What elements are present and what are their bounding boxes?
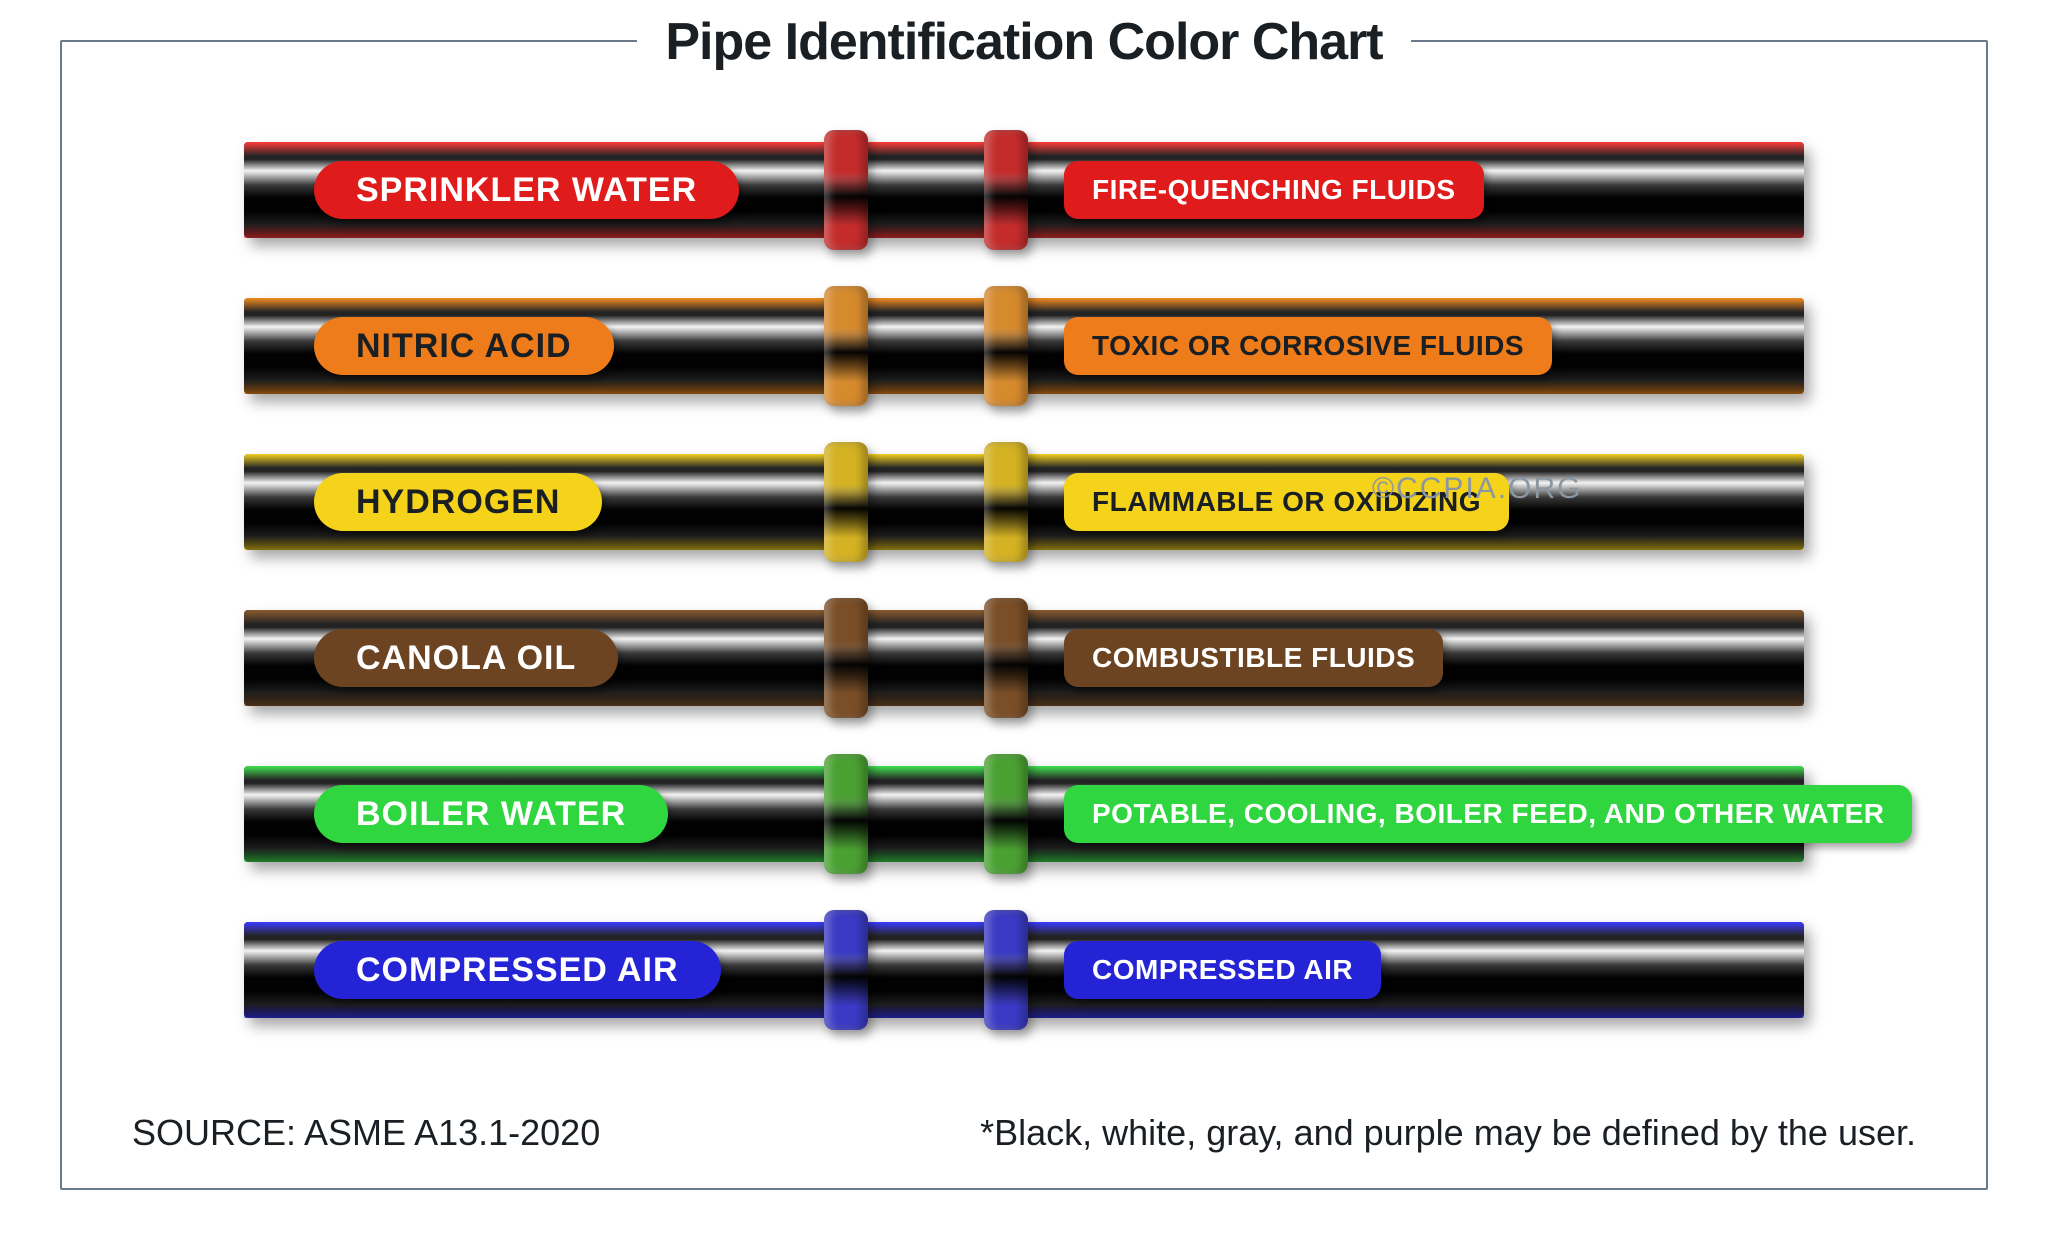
pipe-row: BOILER WATERPOTABLE, COOLING, BOILER FEE… [244,766,1804,862]
pipe-band [984,286,1028,406]
pipe-band [824,598,868,718]
title-wrap: Pipe Identification Color Chart [62,12,1986,72]
pipe-band [824,286,868,406]
pipe: CANOLA OIL COMBUSTIBLE FLUIDS [244,610,1804,706]
chart-frame: Pipe Identification Color Chart SPRINKLE… [60,40,1988,1190]
pipe-row: CANOLA OIL COMBUSTIBLE FLUIDS [244,610,1804,706]
pipe-example-label: COMPRESSED AIR [314,941,721,999]
pipe-row: COMPRESSED AIR COMPRESSED AIR [244,922,1804,1018]
pipe-example-label: SPRINKLER WATER [314,161,739,219]
pipe: COMPRESSED AIR COMPRESSED AIR [244,922,1804,1018]
pipe-category-label: FIRE-QUENCHING FLUIDS [1064,161,1484,219]
footer: SOURCE: ASME A13.1-2020 *Black, white, g… [132,1112,1916,1154]
pipe: BOILER WATERPOTABLE, COOLING, BOILER FEE… [244,766,1804,862]
pipe-row: NITRIC ACID TOXIC OR CORROSIVE FLUIDS [244,298,1804,394]
pipe-example-label: NITRIC ACID [314,317,614,375]
pipe-category-label: POTABLE, COOLING, BOILER FEED, AND OTHER… [1064,785,1912,843]
pipe-band [984,598,1028,718]
pipe-category-label: TOXIC OR CORROSIVE FLUIDS [1064,317,1552,375]
pipe-band [824,754,868,874]
pipe-band [824,442,868,562]
pipe-example-label: HYDROGEN [314,473,602,531]
pipe: SPRINKLER WATER FIRE-QUENCHING FLUIDS [244,142,1804,238]
pipe-band [984,130,1028,250]
pipe-band [824,910,868,1030]
chart-title: Pipe Identification Color Chart [637,12,1410,72]
pipe-category-label: COMPRESSED AIR [1064,941,1381,999]
pipes-container: SPRINKLER WATER FIRE-QUENCHING FLUIDS NITR… [244,142,1804,1018]
source-label: SOURCE: ASME A13.1-2020 [132,1112,600,1154]
pipe: NITRIC ACID TOXIC OR CORROSIVE FLUIDS [244,298,1804,394]
pipe-band [824,130,868,250]
pipe-example-label: BOILER WATER [314,785,668,843]
pipe-row: SPRINKLER WATER FIRE-QUENCHING FLUIDS [244,142,1804,238]
pipe-example-label: CANOLA OIL [314,629,618,687]
pipe-band [984,910,1028,1030]
pipe-band [984,754,1028,874]
pipe-category-label: COMBUSTIBLE FLUIDS [1064,629,1443,687]
copyright-watermark: ©CCPIA.ORG [1372,472,1582,506]
pipe-band [984,442,1028,562]
footnote: *Black, white, gray, and purple may be d… [980,1112,1916,1154]
